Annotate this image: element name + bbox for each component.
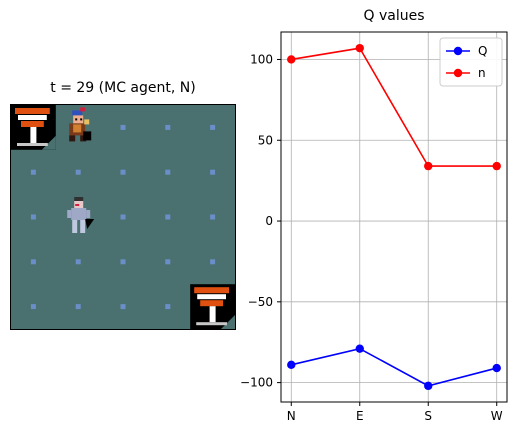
legend-box <box>439 37 503 87</box>
legend-label-Q: Q <box>478 44 487 58</box>
series-point-Q <box>424 381 433 391</box>
x-tick-label: N <box>287 409 296 423</box>
floor-dot <box>210 169 216 175</box>
floor-dot <box>75 259 81 265</box>
x-tick-label: E <box>356 409 364 423</box>
x-tick-label: W <box>491 409 503 423</box>
series-point-n <box>287 55 296 64</box>
enemy-sprite-icon <box>69 107 92 142</box>
floor-dot <box>165 259 171 265</box>
floor-dot <box>75 169 81 175</box>
floor-dot <box>165 169 171 175</box>
y-tick-label: 0 <box>265 214 273 228</box>
floor-dot <box>120 304 126 310</box>
series-point-Q <box>355 344 364 353</box>
floor-dot <box>30 214 36 220</box>
grid-panel-title: t = 29 (MC agent, N) <box>50 80 196 96</box>
floor-dot <box>30 259 36 265</box>
legend-label-n: n <box>478 66 486 80</box>
floor-dot <box>165 124 171 130</box>
chart-title: Q values <box>363 8 425 24</box>
legend-marker-n <box>453 68 463 78</box>
y-tick-label: 100 <box>250 52 273 66</box>
floor-dot <box>165 214 171 220</box>
floor-dot <box>120 124 126 130</box>
goal-tile-icon <box>11 105 56 150</box>
gridworld-panel <box>10 104 236 330</box>
x-tick-label: S <box>424 409 432 423</box>
plot-frame <box>280 31 508 403</box>
series-line-n <box>291 47 497 167</box>
series-point-Q <box>287 360 296 370</box>
series-point-n <box>492 161 501 171</box>
floor-dot <box>75 304 81 310</box>
series-line-Q <box>291 347 497 387</box>
legend-marker-Q <box>453 46 463 56</box>
series-point-Q <box>492 363 501 373</box>
floor-dot <box>30 304 36 310</box>
goal-tile-icon <box>190 284 235 329</box>
floor-dot <box>210 259 216 265</box>
floor-dot <box>210 124 216 130</box>
y-tick-label: −50 <box>248 295 273 309</box>
series-point-n <box>355 43 364 53</box>
y-tick-label: 50 <box>258 133 273 147</box>
series-point-n <box>424 161 433 171</box>
agent-sprite-icon <box>67 197 95 233</box>
floor-dot <box>120 169 126 175</box>
floor-dot <box>165 304 171 310</box>
floor-dot <box>30 169 36 175</box>
floor-dot <box>120 214 126 220</box>
y-tick-label: −100 <box>240 376 273 390</box>
floor-dot <box>120 259 126 265</box>
floor-dot <box>210 214 216 220</box>
